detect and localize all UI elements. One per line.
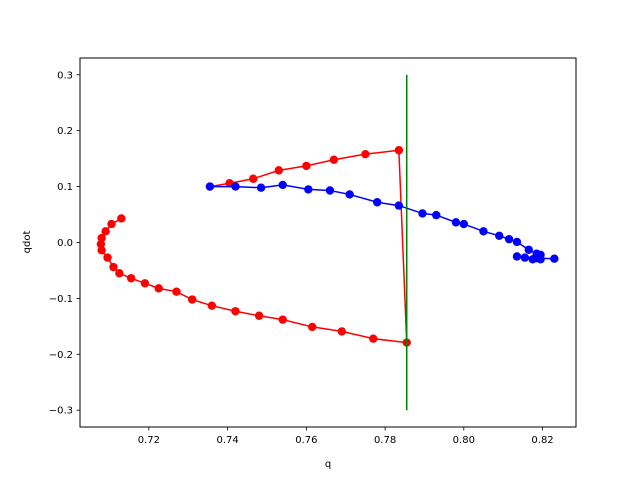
series-1-point-9	[418, 209, 427, 218]
series-1-point-25	[550, 254, 559, 263]
series-0-point-15	[231, 307, 240, 316]
series-0-point-2	[101, 227, 110, 236]
y-axis-label: qdot	[22, 231, 33, 254]
x-tick-label: 0.80	[453, 435, 475, 446]
series-1-point-22	[520, 253, 530, 262]
series-1-point-12	[459, 219, 469, 229]
series-1-point-15	[504, 234, 514, 244]
y-tick-label: 0.2	[57, 126, 73, 137]
series-1-point-11	[451, 218, 461, 227]
x-tick-label: 0.72	[138, 435, 160, 446]
y-tick-label: 0.0	[57, 238, 73, 249]
series-1-point-16	[512, 237, 522, 247]
y-tick-label: −0.2	[49, 350, 73, 361]
series-0-point-1	[107, 219, 116, 229]
series-0-point-12	[172, 287, 181, 296]
series-1-point-17	[524, 245, 533, 254]
series-0-point-26	[274, 166, 283, 175]
series-0-point-19	[337, 327, 346, 336]
series-0-point-3	[97, 233, 106, 243]
series-0-point-13	[187, 295, 197, 304]
series-0-point-24	[329, 155, 339, 164]
series-0-point-25	[302, 161, 311, 171]
series-1-point-8	[394, 201, 404, 210]
y-tick-label: −0.3	[49, 406, 73, 417]
series-1-point-3	[278, 180, 287, 190]
series-0-point-11	[154, 284, 163, 293]
series-1-point-13	[479, 227, 488, 236]
series-0-point-16	[254, 311, 264, 320]
x-tick-label: 0.76	[295, 435, 317, 446]
series-0-point-5	[97, 246, 106, 255]
series-1-point-24	[532, 253, 541, 263]
series-0-point-7	[109, 262, 118, 272]
series-1-point-4	[304, 185, 313, 194]
y-tick-label: −0.1	[49, 294, 73, 305]
x-tick-label: 0.78	[374, 435, 396, 446]
series-1-point-23	[512, 252, 522, 261]
series-1-point-2	[256, 183, 266, 192]
series-1-point-10	[432, 210, 441, 220]
series-0-point-9	[126, 274, 136, 283]
x-tick-label: 0.74	[216, 435, 238, 446]
series-0-point-10	[140, 279, 150, 288]
series-layer	[96, 74, 559, 411]
series-1-point-6	[345, 190, 354, 199]
y-tick-label: 0.3	[57, 70, 73, 81]
x-axis-ticks: 0.72 0.74 0.76 0.78 0.80 0.82	[138, 427, 554, 446]
series-0-point-23	[361, 149, 370, 159]
series-1-point-7	[373, 198, 382, 207]
plot-area	[80, 58, 576, 427]
series-0-point-17	[278, 315, 287, 324]
y-tick-label: 0.1	[57, 182, 73, 193]
series-1-point-0	[205, 182, 215, 191]
series-0-point-22	[394, 146, 404, 155]
series-1-point-5	[325, 186, 335, 195]
series-0-point-20	[369, 334, 378, 343]
series-1-point-14	[495, 231, 504, 240]
x-axis-label: q	[325, 459, 331, 470]
series-1	[205, 180, 559, 264]
series-0-point-4	[96, 239, 106, 249]
series-0-point-6	[103, 253, 112, 262]
series-0-point-8	[115, 269, 124, 278]
series-0	[96, 146, 411, 347]
x-tick-label: 0.82	[531, 435, 553, 446]
series-1-point-1	[231, 182, 240, 191]
y-axis-ticks: −0.3 −0.2 −0.1 0.0 0.1 0.2 0.3	[49, 70, 80, 417]
series-0-point-0	[117, 214, 126, 223]
series-0-point-27	[249, 174, 258, 183]
series-0-point-18	[308, 322, 317, 332]
series-0-point-14	[207, 301, 217, 310]
